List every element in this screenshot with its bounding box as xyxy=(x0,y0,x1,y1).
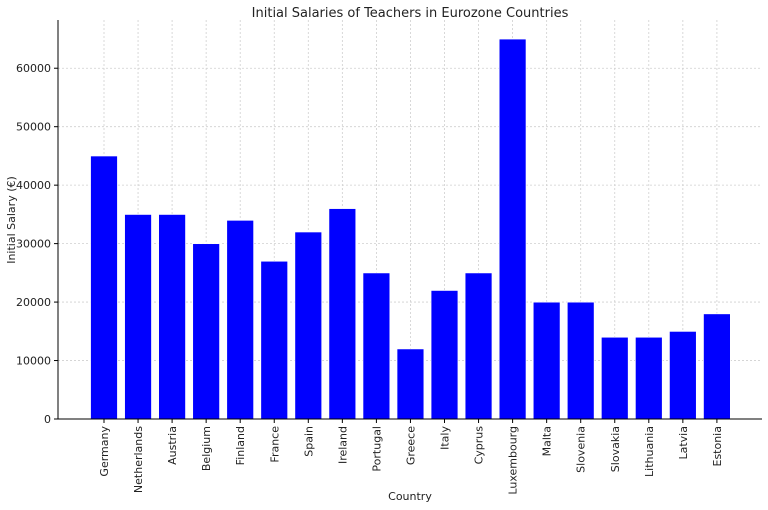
bar xyxy=(124,213,152,420)
bar xyxy=(226,219,255,420)
x-tick-label: Cyprus xyxy=(473,426,486,465)
x-tick-label: Greece xyxy=(404,426,417,465)
bar xyxy=(362,272,391,420)
chart-title: Initial Salaries of Teachers in Eurozone… xyxy=(252,6,569,21)
x-tick-label: Malta xyxy=(541,426,554,456)
x-tick-label: Ireland xyxy=(336,426,349,464)
x-tick-label: Latvia xyxy=(677,426,690,460)
x-tick-label: Netherlands xyxy=(132,426,145,493)
bar xyxy=(703,313,731,420)
bar xyxy=(668,330,697,420)
x-tick-label: France xyxy=(268,426,281,463)
x-tick-label: Estonia xyxy=(711,426,724,467)
y-tick-label: 10000 xyxy=(16,355,51,368)
bar xyxy=(260,260,289,420)
y-tick-label: 30000 xyxy=(16,238,51,251)
bar xyxy=(158,213,187,420)
x-tick-label: Luxembourg xyxy=(507,426,520,495)
x-tick-label: Slovakia xyxy=(609,426,622,472)
bar xyxy=(192,243,221,420)
x-tick-label: Germany xyxy=(98,426,111,477)
x-tick-label: Austria xyxy=(166,426,179,465)
y-tick-label: 20000 xyxy=(16,296,51,309)
y-axis-label: Initial Salary (€) xyxy=(5,176,18,264)
bar xyxy=(532,301,561,420)
y-tick-label: 40000 xyxy=(16,179,51,192)
bar xyxy=(600,336,629,420)
x-tick-label: Spain xyxy=(302,426,315,457)
bar xyxy=(566,301,595,420)
y-tick-label: 0 xyxy=(44,413,51,426)
bar xyxy=(430,289,459,420)
x-tick-label: Lithuania xyxy=(643,426,656,477)
x-tick-label: Belgium xyxy=(200,426,213,471)
y-ticks-group: 0 10000 20000 30000 40000 50000 60000 xyxy=(16,62,58,426)
x-tick-label: Portugal xyxy=(370,426,383,472)
bar xyxy=(396,348,425,420)
bar xyxy=(328,208,357,420)
bar xyxy=(498,38,527,420)
y-tick-label: 60000 xyxy=(16,62,51,75)
bar xyxy=(464,272,493,420)
bar xyxy=(90,155,118,420)
x-tick-label: Finland xyxy=(234,426,247,465)
bar xyxy=(634,336,663,420)
x-ticks-group: Germany Netherlands Austria Belgium Finland F… xyxy=(98,419,724,495)
bar xyxy=(294,231,323,420)
y-tick-label: 50000 xyxy=(16,121,51,134)
x-axis-label: Country xyxy=(388,490,432,503)
bars-group xyxy=(90,38,731,420)
x-tick-label: Slovenia xyxy=(575,426,588,473)
x-tick-label: Italy xyxy=(439,426,452,450)
